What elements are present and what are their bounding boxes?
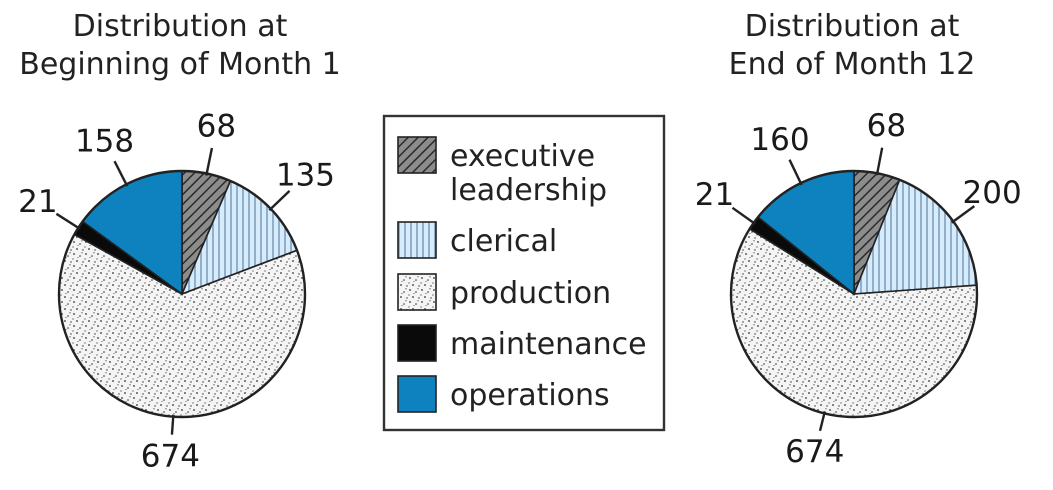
data-label-executive-leadership: 68 — [867, 108, 906, 144]
data-label-operations: 158 — [75, 124, 134, 160]
legend-label-clerical: clerical — [450, 224, 557, 259]
legend-swatch-production — [397, 273, 437, 311]
data-label-production: 674 — [785, 434, 844, 470]
legend-label-operations: operations — [450, 378, 610, 413]
leader-line-production — [170, 414, 175, 435]
legend-label-executive-leadership: leadership — [450, 173, 607, 208]
data-label-maintenance: 21 — [695, 177, 734, 213]
legend-swatch-executive-leadership — [397, 136, 437, 174]
leader-line-production — [818, 411, 827, 432]
pie-title-line-1: Distribution at — [745, 9, 960, 44]
legend-swatch-operations — [397, 375, 437, 413]
data-label-executive-leadership: 68 — [197, 108, 236, 144]
pie-title-line-2: End of Month 12 — [729, 47, 976, 82]
legend-swatch-clerical — [397, 221, 437, 259]
leader-line-executive-leadership — [205, 147, 214, 176]
data-label-operations: 160 — [750, 122, 809, 158]
pie-outline — [57, 169, 307, 419]
data-label-production: 674 — [141, 439, 200, 475]
leader-line-operations — [788, 159, 803, 186]
legend-label-production: production — [450, 276, 611, 311]
leader-line-operations — [113, 160, 129, 187]
legend-label-maintenance: maintenance — [450, 327, 647, 362]
data-label-clerical: 200 — [963, 175, 1022, 211]
leader-line-clerical — [268, 189, 291, 212]
data-label-maintenance: 21 — [18, 184, 57, 220]
pie-title-line-2: Beginning of Month 1 — [19, 47, 340, 82]
leader-line-maintenance — [731, 206, 756, 225]
leader-line-clerical — [951, 205, 976, 224]
pie-title-line-1: Distribution at — [73, 9, 288, 44]
pie-chart-end-month-12: Distribution at End of Month 12 68 200 674… — [695, 9, 1022, 470]
leader-line-maintenance — [55, 212, 81, 230]
leader-line-executive-leadership — [875, 147, 884, 176]
pie-outline — [729, 169, 979, 419]
pie-chart-beginning-month-1: Distribution at Beginning of Month 1 68 1… — [18, 9, 341, 475]
legend-swatch-maintenance — [397, 324, 437, 362]
data-label-clerical: 135 — [276, 158, 335, 194]
legend-label-executive-leadership: executive — [450, 139, 595, 174]
